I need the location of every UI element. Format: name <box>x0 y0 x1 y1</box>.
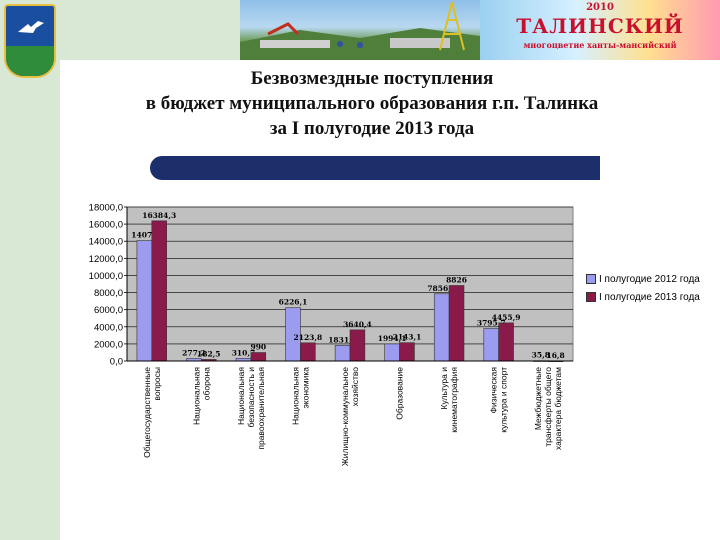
y-tick-label: 8000,0 <box>94 288 123 299</box>
bird-icon <box>18 21 44 33</box>
data-label: 277,2 <box>182 349 206 358</box>
data-label: 35,8 <box>532 351 550 360</box>
category-label: Образование <box>395 367 405 420</box>
category-label: Национальнаяоборона <box>191 367 211 425</box>
bar-chart: 0,0 2000,0 4000,0 6000,0 8000,0 10000,0 12000,… <box>89 203 574 466</box>
bar-2013 <box>349 329 366 362</box>
bar-2013 <box>151 220 167 362</box>
y-tick-label: 16000,0 <box>89 220 123 231</box>
title-line-1: Безвозмездные поступления <box>250 68 494 89</box>
bar-2013 <box>448 285 465 362</box>
bar-2012 <box>136 240 153 362</box>
legend-item-2013: I полугодие 2013 года <box>586 288 700 306</box>
y-tick-label: 10000,0 <box>89 271 123 282</box>
y-tick-label: 12000,0 <box>89 254 123 265</box>
banner-subtitle: многоцветие ханты-мансийский <box>523 40 677 50</box>
oil-field-illustration <box>240 1 480 60</box>
legend-label-2013: I полугодие 2013 года <box>599 291 700 303</box>
legend-item-2012: I полугодие 2012 года <box>586 270 700 288</box>
category-label: Культура икинематография <box>439 367 459 433</box>
slide-title: Безвозмездные поступления в бюджет муниц… <box>62 66 682 141</box>
bar-2012 <box>384 343 400 362</box>
data-label: 3795,7 <box>477 319 506 328</box>
data-label: 2143,1 <box>393 333 422 342</box>
category-label: Жилищно-коммунальноехозяйство <box>340 367 360 466</box>
legend-swatch-2013 <box>586 292 596 302</box>
bar-2013 <box>300 342 316 362</box>
data-label: 182,5 <box>197 349 221 358</box>
data-label: 6226,1 <box>279 298 308 307</box>
title-line-2: в бюджет муниципального образования г.п.… <box>145 93 599 114</box>
legend-swatch-2012 <box>586 274 596 284</box>
bar-2013 <box>399 342 415 362</box>
data-label: 2123,8 <box>294 333 323 342</box>
data-label: 7856,1 <box>427 284 456 293</box>
bar-2012 <box>483 328 499 362</box>
banner-year: 2010 <box>586 2 614 13</box>
y-tick-label: 4000,0 <box>94 322 123 333</box>
data-label: 4455,9 <box>492 313 521 322</box>
y-tick-label: 14000,0 <box>89 237 123 248</box>
data-label: 310,7 <box>232 348 256 357</box>
bar-2012 <box>433 293 450 362</box>
category-label: Межбюджетныетрансферты общегохарактера б… <box>533 367 563 450</box>
bar-2012 <box>334 345 351 362</box>
chart-legend: I полугодие 2012 года I полугодие 2013 г… <box>586 270 700 306</box>
title-line-3: за I полугодие 2013 года <box>269 118 475 139</box>
data-label: 8826 <box>446 275 467 284</box>
header-photo <box>240 0 480 60</box>
data-label: 1994,1 <box>378 334 407 343</box>
data-label: 14072 <box>131 231 157 240</box>
bar-2013 <box>498 322 514 362</box>
data-label: 3640,4 <box>343 320 372 329</box>
y-tick-label: 2000,0 <box>94 339 123 350</box>
decorative-accent-bar <box>150 156 600 180</box>
data-label: 16384,3 <box>142 211 176 220</box>
data-label: 16,8 <box>547 351 565 360</box>
data-label: 990 <box>250 343 266 352</box>
y-tick-label: 0,0 <box>110 357 123 368</box>
coat-of-arms-logo <box>4 4 56 78</box>
left-sidebar <box>0 0 60 540</box>
category-label: Общегосударственныевопросы <box>142 367 162 458</box>
y-tick-label: 18000,0 <box>89 203 123 214</box>
data-label: 1831,5 <box>328 335 357 344</box>
banner-title: ТАЛИНСКИЙ <box>516 14 684 38</box>
top-strip <box>60 0 240 60</box>
category-label: Физическаякультура и спорт <box>489 367 509 433</box>
legend-label-2012: I полугодие 2012 года <box>599 273 700 285</box>
bar-2013 <box>250 352 267 362</box>
category-label: Национальнаяэкономика <box>290 367 310 425</box>
category-label: Национальнаябезопасность иправоохранител… <box>236 367 266 450</box>
header-banner: 2010 ТАЛИНСКИЙ многоцветие ханты-мансийс… <box>480 0 720 60</box>
y-tick-label: 6000,0 <box>94 305 123 316</box>
